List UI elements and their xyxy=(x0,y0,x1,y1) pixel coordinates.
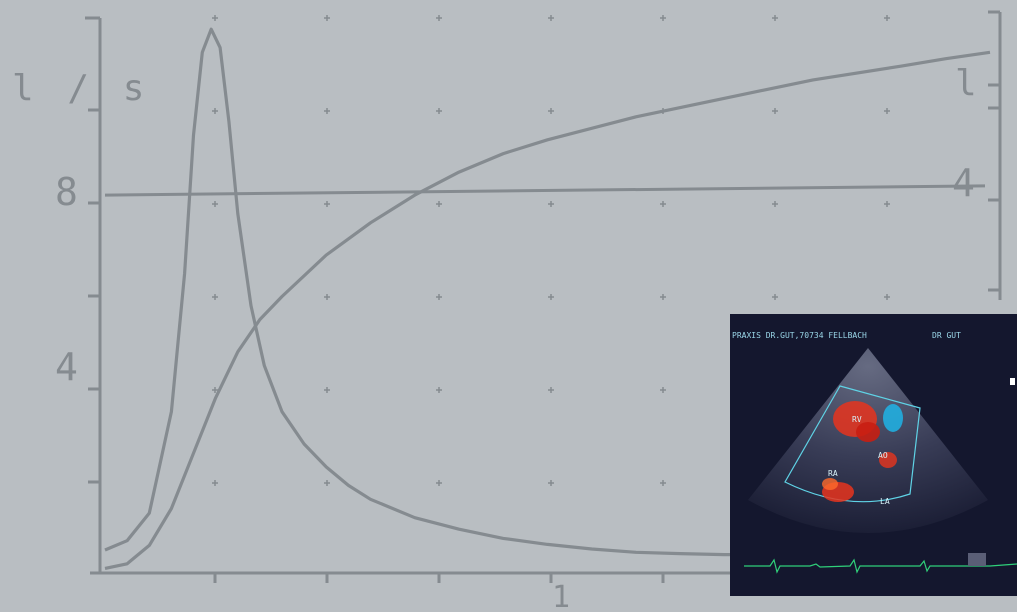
left-axis-unit: l / s xyxy=(12,68,150,109)
label-ao: AO xyxy=(878,451,888,460)
marker-square xyxy=(1010,378,1015,385)
left-tick-label-8: 8 xyxy=(55,170,78,214)
ecg-marker xyxy=(968,553,986,566)
flow-curve xyxy=(105,29,769,554)
right-axis-unit: l xyxy=(955,63,977,104)
label-rv: RV xyxy=(852,415,862,424)
inset-header: PRAXIS DR.GUT,70734 FELLBACH xyxy=(732,331,867,340)
right-tick-label-4: 4 xyxy=(952,161,975,205)
left-tick-label-4: 4 xyxy=(55,345,78,389)
inset-doctor: DR GUT xyxy=(932,331,961,340)
x-tick-label-1: 1 xyxy=(552,580,570,607)
label-la: LA xyxy=(880,497,890,506)
label-ra: RA xyxy=(828,469,838,478)
echo-image: RV AO RA LA PRAXIS DR.GUT,70734 FELLBACH… xyxy=(730,314,1017,596)
echocardiogram-inset: RV AO RA LA PRAXIS DR.GUT,70734 FELLBACH… xyxy=(730,314,1017,596)
